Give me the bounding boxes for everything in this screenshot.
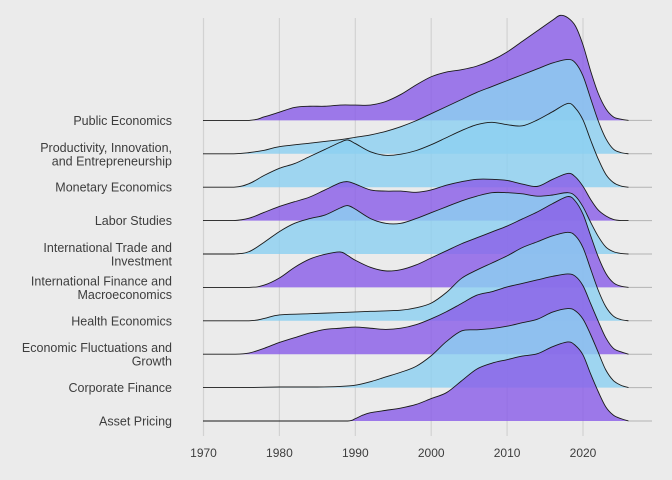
ridge-asset-pricing — [203, 341, 652, 422]
y-axis-label: Asset Pricing — [99, 415, 172, 429]
y-axis-labels: Asset Pricing Corporate Finance Economic F… — [22, 114, 173, 429]
ridge-area — [203, 341, 629, 421]
y-axis-label: Labor Studies — [95, 214, 172, 228]
y-axis-label: Health Economics — [71, 314, 172, 328]
y-axis-label: International Trade and Investment — [43, 241, 172, 269]
y-axis-label: International Finance and Macroeconomics — [31, 274, 172, 302]
y-axis-label: Monetary Economics — [55, 181, 172, 195]
ridges — [203, 14, 652, 422]
ridge-outline — [203, 58, 629, 155]
x-tick-label: 2020 — [570, 446, 597, 460]
y-axis-label: Corporate Finance — [68, 381, 172, 395]
ridge-outline — [203, 273, 629, 355]
ridge-outline — [203, 231, 629, 322]
ridge-outline — [203, 341, 629, 422]
ridge-outline — [203, 14, 629, 121]
ridge-outline — [203, 196, 629, 288]
x-tick-label: 1970 — [190, 446, 217, 460]
x-tick-label: 2010 — [494, 446, 521, 460]
y-axis-label: Productivity, Innovation, and Entrepreneu… — [40, 141, 172, 169]
ridge-area — [203, 103, 629, 188]
x-tick-label: 1980 — [266, 446, 293, 460]
ridge-outline — [203, 191, 629, 255]
x-axis-labels: 1970 1980 1990 2000 2010 2020 — [190, 446, 597, 460]
ridge-monetary-economics — [203, 102, 652, 188]
y-axis-label: Public Economics — [73, 114, 172, 128]
x-tick-label: 1990 — [342, 446, 369, 460]
ridge-outline — [203, 172, 629, 222]
ridge-outline — [203, 308, 629, 389]
y-axis-label: Economic Fluctuations and Growth — [22, 341, 172, 369]
x-tick-label: 2000 — [418, 446, 445, 460]
ridge-outline — [203, 102, 629, 188]
